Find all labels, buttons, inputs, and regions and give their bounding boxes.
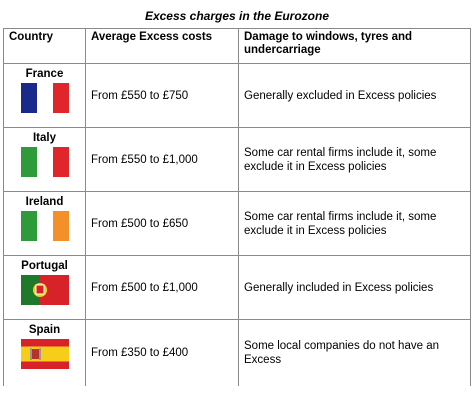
country-cell: Portugal: [3, 255, 86, 320]
flag-spain: [20, 339, 69, 369]
damage-cell: Some car rental firms include it, some e…: [238, 127, 471, 192]
flag-ireland: [20, 211, 69, 241]
flag-portugal: [20, 275, 69, 305]
country-name: Ireland: [25, 196, 64, 208]
table-row: Portugal From £500 to £1,000 Generally i…: [3, 255, 471, 320]
header-row: Country Average Excess costs Damage to w…: [3, 28, 471, 64]
header-cell: Average Excess costs: [85, 28, 239, 64]
damage-cell: Generally excluded in Excess policies: [238, 63, 471, 128]
country-cell: France: [3, 63, 86, 128]
damage-cell: Generally included in Excess policies: [238, 255, 471, 320]
table-row: France From £550 to £750 Generally exclu…: [3, 63, 471, 128]
cost-cell: From £500 to £650: [85, 191, 239, 256]
country-name: Spain: [28, 324, 61, 336]
cost-cell: From £550 to £750: [85, 63, 239, 128]
country-cell: Ireland: [3, 191, 86, 256]
flag-france: [20, 83, 69, 113]
damage-cell: Some local companies do not have an Exce…: [238, 319, 471, 386]
header-cell: Damage to windows, tyres and undercarria…: [238, 28, 471, 64]
damage-cell: Some car rental firms include it, some e…: [238, 191, 471, 256]
flag-italy: [20, 147, 69, 177]
cost-cell: From £350 to £400: [85, 319, 239, 386]
country-cell: Spain: [3, 319, 86, 386]
cost-cell: From £550 to £1,000: [85, 127, 239, 192]
table-row: Ireland From £500 to £650 Some car renta…: [3, 191, 471, 256]
table-row: Italy From £550 to £1,000 Some car renta…: [3, 127, 471, 192]
excess-table: Country Average Excess costs Damage to w…: [3, 28, 471, 386]
country-name: Italy: [32, 132, 56, 144]
country-cell: Italy: [3, 127, 86, 192]
country-name: Portugal: [21, 260, 68, 272]
title: Excess charges in the Eurozone: [144, 9, 330, 23]
table-row: Spain From £350 to £400 Some local compa…: [3, 319, 471, 386]
cost-cell: From £500 to £1,000: [85, 255, 239, 320]
header-cell: Country: [3, 28, 86, 64]
country-name: France: [25, 68, 64, 80]
